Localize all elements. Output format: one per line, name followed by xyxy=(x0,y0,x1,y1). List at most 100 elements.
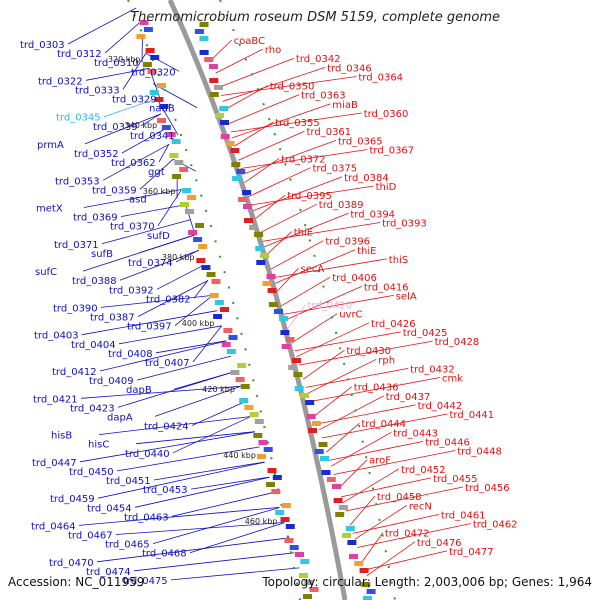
right-gene-label: cmk xyxy=(442,374,463,385)
gene-feature-right xyxy=(335,512,345,517)
gene-feature-left xyxy=(161,125,171,130)
left-connector xyxy=(157,189,182,226)
gene-feature-left xyxy=(182,188,192,193)
right-gene-label: trd_0430 xyxy=(346,346,391,357)
gene-feature-left xyxy=(235,377,245,382)
right-connector xyxy=(238,130,305,161)
gene-feature-right xyxy=(321,470,331,475)
gene-feature-left xyxy=(267,468,277,473)
tick-label: 340 kbp xyxy=(125,121,158,130)
right-gene-label: trd_0476 xyxy=(417,538,462,549)
right-connector xyxy=(329,441,424,461)
right-gene-label: recN xyxy=(409,501,432,512)
gene-feature-right xyxy=(333,498,343,503)
gene-feature-left xyxy=(220,307,229,312)
right-connector xyxy=(258,203,317,234)
gene-feature-left xyxy=(193,237,203,242)
left-gene-label: trd_0450 xyxy=(69,467,114,478)
right-gene-label: trd_0441 xyxy=(450,410,495,421)
left-connector xyxy=(152,507,280,544)
gene-feature-right xyxy=(305,400,315,405)
left-gene-label: trd_0312 xyxy=(57,49,102,60)
gene-feature-right xyxy=(280,330,290,335)
gene-feature-left xyxy=(187,195,197,200)
left-gene-label: trd_0339 xyxy=(93,122,138,133)
left-connector xyxy=(135,431,255,445)
left-connector xyxy=(170,567,300,581)
gene-feature-left xyxy=(223,328,233,333)
gene-feature-left xyxy=(136,34,146,39)
left-connector xyxy=(102,143,170,181)
left-gene-label: asd xyxy=(129,194,147,205)
gene-feature-left xyxy=(209,293,219,298)
right-connector xyxy=(261,222,381,242)
left-gene-label: trd_0453 xyxy=(143,485,188,496)
left-connector xyxy=(191,401,246,426)
left-connector xyxy=(155,340,227,354)
gene-feature-left xyxy=(213,314,223,319)
right-connector xyxy=(283,295,394,315)
right-connector xyxy=(291,313,338,344)
gene-feature-left xyxy=(169,153,179,158)
left-gene-label: dapA xyxy=(107,412,133,423)
left-connector xyxy=(96,537,290,563)
gene-feature-left xyxy=(211,279,221,284)
right-gene-label: trd_0375 xyxy=(313,164,358,175)
left-connector xyxy=(115,522,285,535)
gene-feature-right xyxy=(220,120,229,125)
gene-feature-right xyxy=(209,78,219,83)
gene-feature-right xyxy=(366,589,376,594)
left-connector xyxy=(99,340,227,372)
gene-feature-left xyxy=(299,573,308,578)
right-connector xyxy=(340,477,432,498)
gene-feature-right xyxy=(238,197,248,202)
right-connector xyxy=(364,550,448,571)
left-connector xyxy=(192,325,223,363)
right-connector xyxy=(242,140,337,175)
right-gene-label: trd_0367 xyxy=(370,146,415,157)
right-gene-label: trd_0361 xyxy=(307,127,352,138)
left-gene-label: trd_0320 xyxy=(131,67,176,78)
gene-feature-right xyxy=(199,50,209,55)
gene-feature-left xyxy=(266,482,275,487)
left-gene-label: trd_0388 xyxy=(72,276,117,287)
left-connector xyxy=(136,355,232,381)
left-connector xyxy=(83,189,182,208)
gene-feature-right xyxy=(274,309,283,314)
gene-feature-right xyxy=(215,113,225,118)
right-connector xyxy=(287,304,306,329)
tick-label: 420 kbp xyxy=(202,385,235,394)
left-gene-label: trd_0329 xyxy=(112,95,157,106)
right-gene-label: trd_0420 xyxy=(308,301,353,312)
left-connector xyxy=(81,310,218,336)
connector-lines xyxy=(67,7,471,581)
left-connector xyxy=(158,143,170,163)
right-gene-label: trd_0446 xyxy=(425,437,470,448)
right-gene-label: trd_0416 xyxy=(364,282,409,293)
gene-feature-right xyxy=(214,85,223,90)
gene-feature-right xyxy=(332,484,341,489)
right-gene-label: secA xyxy=(301,264,325,275)
gene-feature-right xyxy=(294,386,304,391)
right-gene-label: trd_0432 xyxy=(410,364,455,375)
gene-feature-left xyxy=(139,20,149,25)
gene-feature-right xyxy=(345,526,355,531)
left-connector xyxy=(118,325,222,345)
gene-feature-left xyxy=(230,370,240,375)
left-gene-label: trd_0352 xyxy=(74,149,119,160)
right-connector xyxy=(305,368,409,388)
right-gene-label: rho xyxy=(265,45,281,56)
right-connector xyxy=(211,39,232,60)
right-gene-label: trd_0393 xyxy=(382,219,427,230)
left-gene-label: trd_0387 xyxy=(90,313,135,324)
gene-feature-right xyxy=(220,134,230,139)
left-connector xyxy=(140,113,162,127)
right-gene-label: uvrC xyxy=(339,310,362,321)
left-connector xyxy=(116,446,260,472)
right-connector xyxy=(215,48,263,74)
left-connector xyxy=(189,522,285,554)
gene-feature-right xyxy=(204,57,214,62)
gene-feature-right xyxy=(266,274,276,279)
left-connector xyxy=(172,416,251,454)
